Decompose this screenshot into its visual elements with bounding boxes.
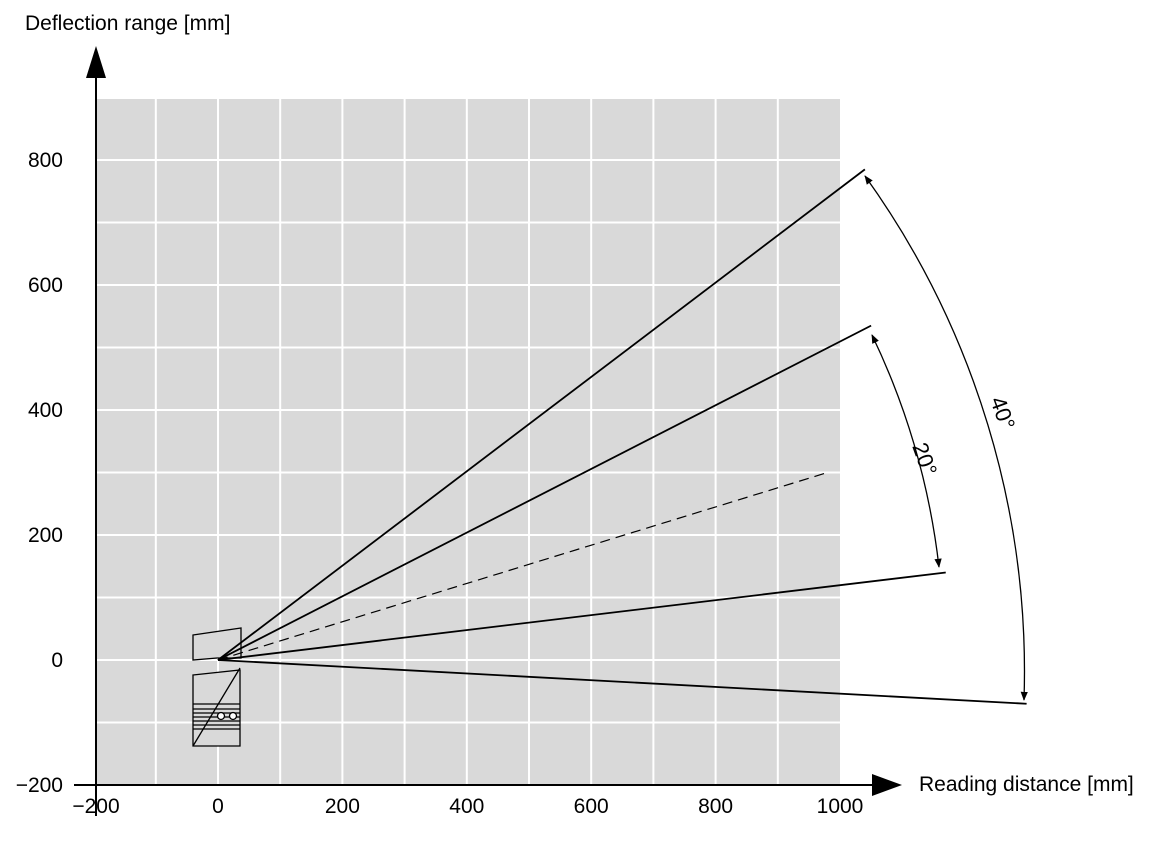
y-tick-labels: −200 0 200 400 600 800 xyxy=(16,149,63,797)
grid-lines xyxy=(96,99,840,785)
y-tick-label: 600 xyxy=(28,274,63,297)
y-axis-title: Deflection range [mm] xyxy=(25,12,230,35)
y-tick-label: 200 xyxy=(28,524,63,547)
ray-40-deg-upper xyxy=(217,168,866,661)
y-tick-label: 400 xyxy=(28,399,63,422)
arc-40-degree xyxy=(864,175,1028,701)
x-axis-arrow xyxy=(872,774,902,796)
scanner-device xyxy=(192,627,242,747)
x-tick-label: 400 xyxy=(449,795,484,818)
arc-20-degree xyxy=(871,334,942,568)
y-axis-arrow xyxy=(86,46,106,78)
y-tick-label: 800 xyxy=(28,149,63,172)
x-tick-label: 600 xyxy=(574,795,609,818)
x-tick-labels: −200 0 200 400 600 800 1000 xyxy=(72,795,863,818)
ray-center-line xyxy=(217,471,828,661)
x-tick-label: −200 xyxy=(72,795,119,818)
y-tick-label: 0 xyxy=(51,649,63,672)
ray-20-deg-lower xyxy=(217,571,946,661)
x-tick-label: 800 xyxy=(698,795,733,818)
angle-label-40: 40° xyxy=(985,393,1020,433)
x-axis-title: Reading distance [mm] xyxy=(919,773,1134,796)
x-tick-label: 1000 xyxy=(817,795,864,818)
x-tick-label: 200 xyxy=(325,795,360,818)
angle-label-20: 20° xyxy=(907,439,942,479)
ray-20-deg-upper xyxy=(217,324,872,661)
y-tick-label: −200 xyxy=(16,774,63,797)
x-tick-label: 0 xyxy=(212,795,224,818)
